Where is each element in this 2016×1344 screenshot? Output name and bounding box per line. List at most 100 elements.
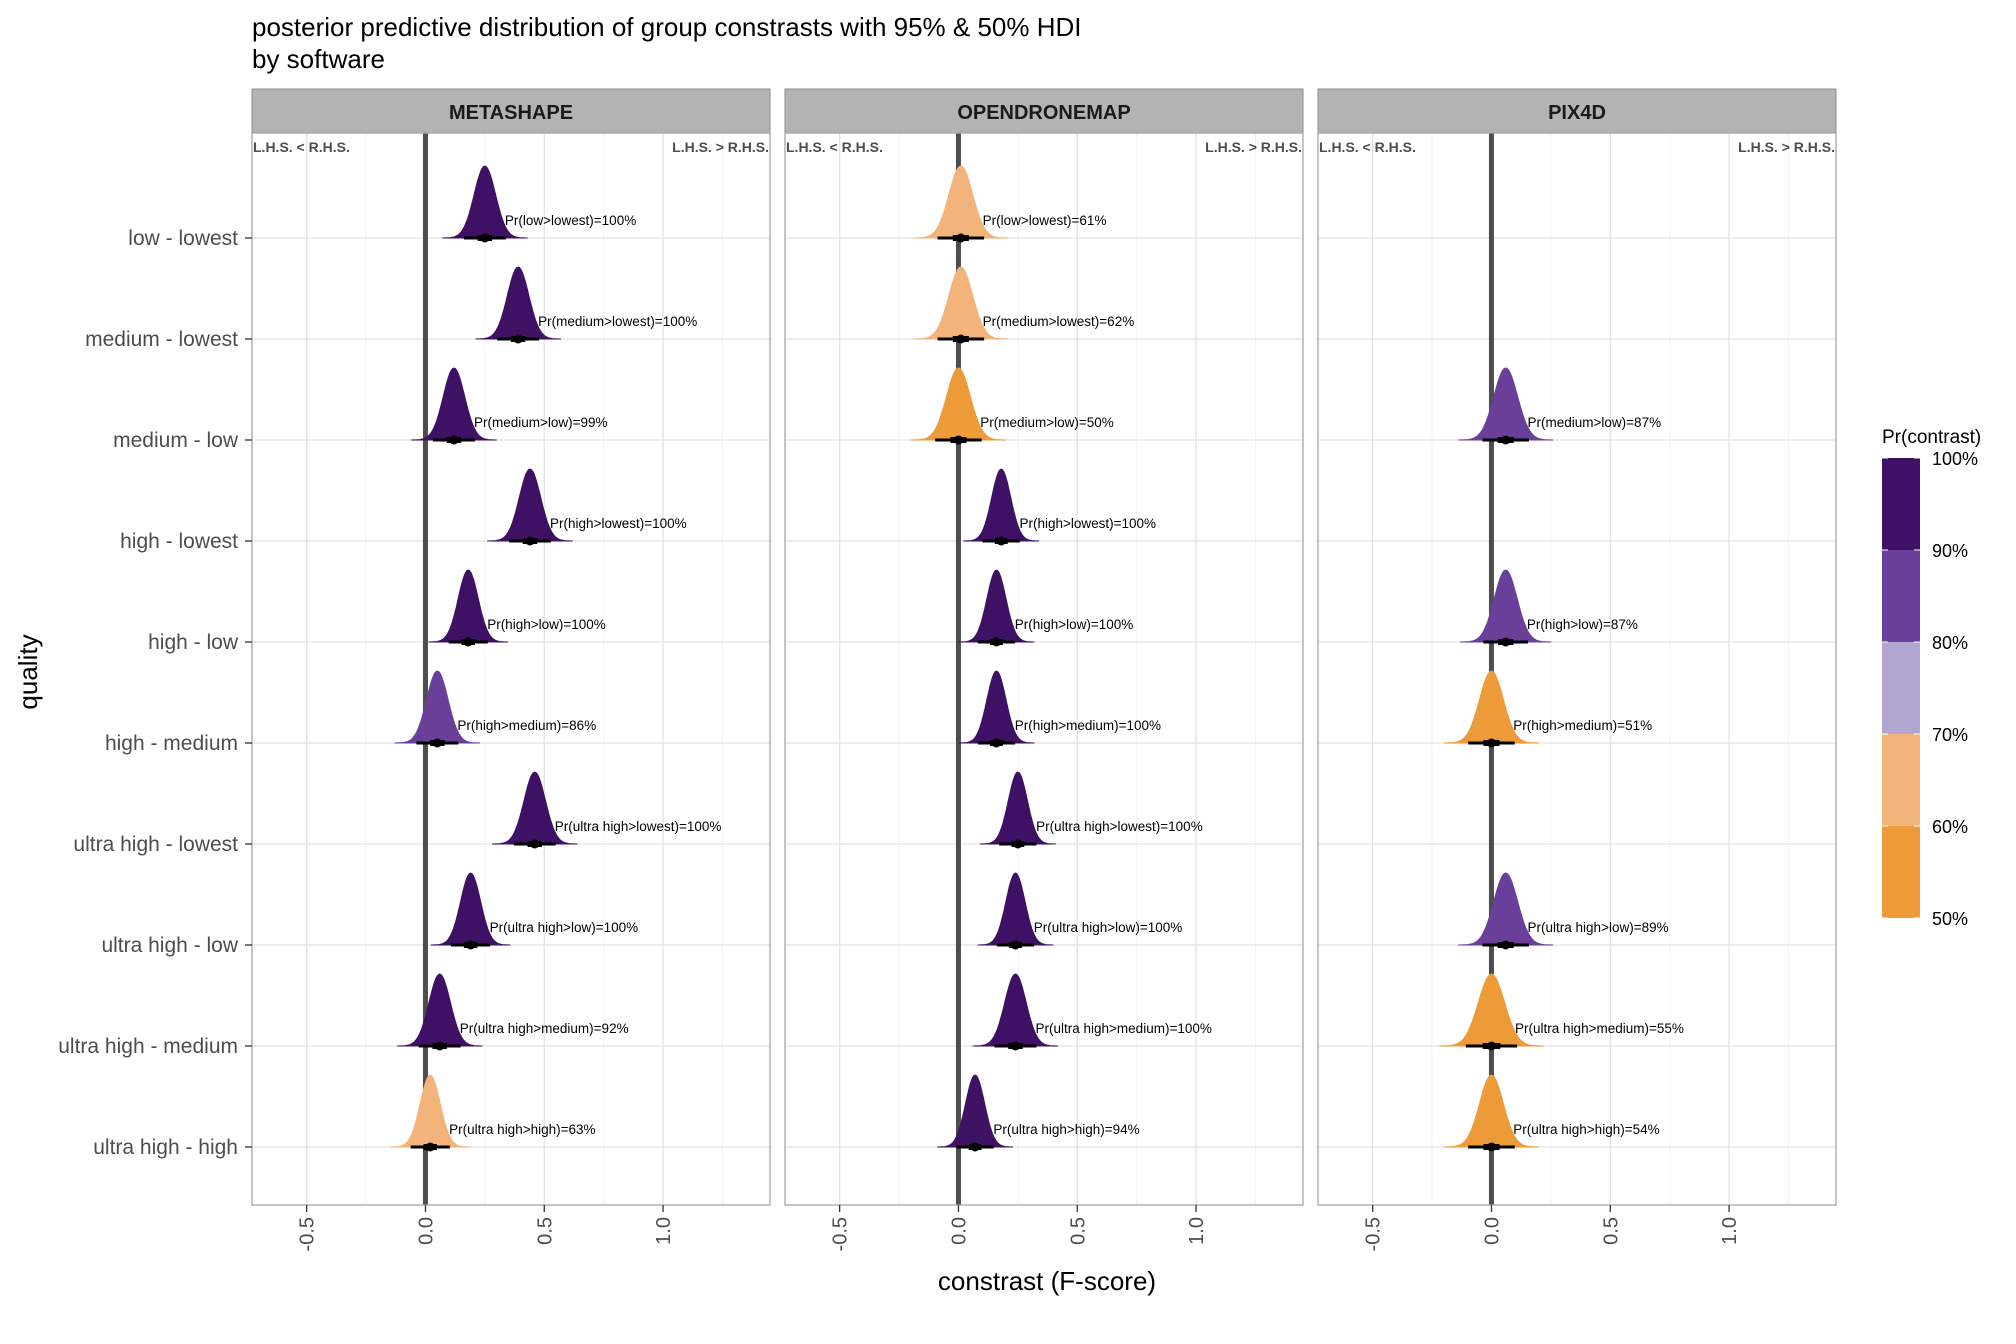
legend-label: 70% [1932,725,1968,745]
median-point [991,637,1001,647]
legend-color-bin [1882,826,1920,918]
probability-label: Pr(low>lowest)=100% [505,213,636,228]
median-point [432,738,442,748]
density-curve [958,569,1035,643]
y-axis-ticks: low - lowest medium - lowest medium - low h… [58,227,252,1159]
x-tick-label: 0.5 [1067,1217,1089,1245]
density-curve [1443,670,1539,744]
probability-label: Pr(ultra high>medium)=92% [460,1021,629,1036]
median-point [1501,637,1511,647]
y-tick-label: low - lowest [128,227,238,250]
density-curve [910,367,1006,441]
density-low---lowest: Pr(low>lowest)=100% [442,165,636,243]
density-ultra-high---low: Pr(ultra high>low)=89% [1458,872,1669,950]
density-curve [972,973,1059,1047]
median-point [991,738,1001,748]
x-axis-label: constrast (F-score) [938,1266,1156,1296]
corner-label-left: L.H.S. < R.H.S. [253,139,350,155]
density-ultra-high---medium: Pr(ultra high>medium)=100% [972,973,1212,1051]
median-point [435,1041,445,1051]
probability-label: Pr(medium>low)=87% [1528,415,1662,430]
probability-label: Pr(medium>lowest)=62% [983,314,1135,329]
probability-label: Pr(ultra high>medium)=100% [1036,1021,1212,1036]
x-tick-label: -0.5 [830,1217,852,1251]
probability-label: Pr(ultra high>high)=54% [1513,1122,1659,1137]
density-curve [487,468,573,542]
corner-label-right: L.H.S. > R.H.S. [1738,139,1835,155]
density-curve [1458,367,1554,441]
facet-strip [1317,88,1837,134]
median-point [530,839,540,849]
x-tick-label: 0.5 [1600,1217,1622,1245]
probability-label: Pr(high>lowest)=100% [1019,516,1156,531]
median-point [1013,839,1023,849]
probability-label: Pr(high>medium)=100% [1015,718,1161,733]
median-point [970,1142,980,1152]
x-tick-label: 0.0 [415,1217,437,1245]
density-ultra-high---lowest: Pr(ultra high>lowest)=100% [979,771,1203,849]
median-point [466,940,476,950]
median-point [480,233,490,243]
median-point [1010,1041,1020,1051]
density-medium---low: Pr(medium>low)=99% [411,367,608,445]
probability-label: Pr(high>low)=100% [487,617,606,632]
y-tick-label: high - lowest [120,530,238,553]
facet-strip-label: PIX4D [1548,102,1606,124]
density-high---low: Pr(high>low)=100% [958,569,1133,647]
chart-title: posterior predictive distribution of gro… [252,12,1082,42]
probability-label: Pr(medium>low)=50% [980,415,1114,430]
probability-label: Pr(high>lowest)=100% [550,516,687,531]
density-curve [396,973,483,1047]
density-high---lowest: Pr(high>lowest)=100% [963,468,1156,546]
density-curve [442,165,528,239]
density-ultra-high---low: Pr(ultra high>low)=100% [977,872,1183,950]
panel-border [251,132,771,1206]
legend-color-bin [1882,734,1920,826]
median-point [956,334,966,344]
x-tick-label: 1.0 [653,1217,675,1245]
panel-background [785,133,1303,1205]
median-point [1501,435,1511,445]
panel-background [1318,133,1836,1205]
legend-label: 60% [1932,817,1968,837]
legend-title: Pr(contrast) [1882,427,1981,448]
x-tick-label: 0.5 [534,1217,556,1245]
probability-label: Pr(medium>lowest)=100% [538,314,697,329]
legend-color-bin [1882,550,1920,642]
median-point [1010,940,1020,950]
probability-label: Pr(high>medium)=86% [457,718,596,733]
legend-label: 90% [1932,541,1968,561]
median-point [513,334,523,344]
median-point [953,435,963,445]
x-tick-label: -0.5 [297,1217,319,1251]
probability-label: Pr(high>low)=87% [1527,617,1638,632]
probability-label: Pr(ultra high>lowest)=100% [555,819,722,834]
median-point [1486,738,1496,748]
density-medium---low: Pr(medium>low)=50% [910,367,1114,445]
density-curve [913,266,1009,340]
legend: Pr(contrast) 100% 90% 80% 70% 60% 50% [1882,427,1981,929]
legend-label: 50% [1932,909,1968,929]
density-curve [1458,872,1554,946]
probability-label: Pr(ultra high>low)=100% [1034,920,1183,935]
density-curve [492,771,578,845]
facet-strip-label: OPENDRONEMAP [957,102,1130,124]
density-curve [979,771,1056,845]
median-point [956,233,966,243]
legend-label: 80% [1932,633,1968,653]
density-curve [963,468,1040,542]
density-curve [1439,973,1544,1047]
median-point [449,435,459,445]
y-tick-label: ultra high - medium [58,1035,238,1058]
y-tick-label: high - medium [105,732,238,755]
panel-border [784,132,1304,1206]
x-tick-label: 0.0 [948,1217,970,1245]
x-tick-label: 1.0 [1719,1217,1741,1245]
probability-label: Pr(ultra high>high)=63% [449,1122,595,1137]
density-medium---low: Pr(medium>low)=87% [1458,367,1662,445]
legend-color-bin [1882,642,1920,734]
density-ultra-high---high: Pr(ultra high>high)=63% [390,1074,596,1152]
median-point [425,1142,435,1152]
density-high---low: Pr(high>low)=100% [428,569,606,647]
x-tick-label: 0.0 [1481,1217,1503,1245]
